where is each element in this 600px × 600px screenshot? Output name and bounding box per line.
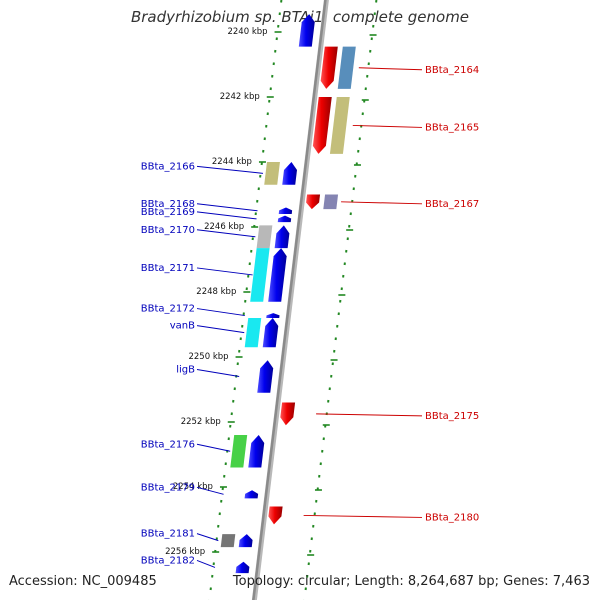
- tick-label: 2256 kbp: [165, 547, 205, 557]
- gene-label: BBta_2175: [425, 411, 479, 422]
- gene-leader: [303, 514, 423, 518]
- gene-leader: [196, 369, 240, 377]
- gene-label: BBta_2180: [425, 512, 479, 523]
- gene-arrow[interactable]: [306, 194, 321, 210]
- cog-box: [244, 318, 262, 348]
- gene-leader: [196, 559, 216, 568]
- gene-label: BBta_2172: [141, 304, 195, 315]
- cog-box: [337, 46, 356, 89]
- gene-arrow[interactable]: [298, 14, 315, 47]
- cog-box: [264, 162, 280, 185]
- gene-label: vanB: [170, 321, 195, 332]
- gene-label: BBta_2182: [141, 555, 195, 566]
- gene-leader: [196, 165, 264, 174]
- gene-label: BBta_2166: [141, 161, 195, 172]
- gene-leader: [196, 229, 256, 238]
- tick-label: 2250 kbp: [188, 352, 228, 362]
- gene-arrow[interactable]: [262, 318, 279, 348]
- gene-leader: [196, 533, 219, 542]
- gene-arrow[interactable]: [257, 360, 274, 393]
- gene-leader: [352, 124, 423, 128]
- tick-label: 2248 kbp: [196, 287, 236, 297]
- gene-label: BBta_2167: [425, 199, 479, 210]
- gene-arrow[interactable]: [244, 490, 259, 499]
- gene-leader: [358, 67, 423, 71]
- gene-arrow[interactable]: [277, 215, 292, 223]
- gene-label: BBta_2176: [141, 439, 195, 450]
- tick-label: 2252 kbp: [181, 417, 221, 427]
- gene-label: BBta_2165: [425, 122, 479, 133]
- gene-label: BBta_2179: [141, 482, 195, 493]
- cog-box: [250, 248, 270, 302]
- gene-leader: [196, 308, 245, 317]
- gene-leader: [196, 211, 257, 220]
- gene-leader: [341, 201, 423, 205]
- cog-box: [256, 225, 273, 249]
- gene-label: BBta_2181: [141, 529, 195, 540]
- tick-label: 2254 kbp: [173, 482, 213, 492]
- backbone-layer: [251, 0, 329, 600]
- gene-label: BBta_2164: [425, 65, 479, 76]
- gene-arrow[interactable]: [266, 313, 280, 318]
- gene-label: ligB: [176, 365, 195, 376]
- cog-box: [323, 194, 339, 210]
- cog-box: [329, 97, 350, 154]
- gene-arrow[interactable]: [268, 506, 283, 525]
- gene-layer[interactable]: [220, 14, 356, 574]
- accession-label: Accession: NC_009485: [9, 574, 157, 589]
- gene-arrow[interactable]: [312, 97, 332, 154]
- tick-label: 2240 kbp: [227, 27, 267, 37]
- genome-summary: Topology: circular; Length: 8,264,687 bp…: [232, 574, 590, 589]
- gene-arrow[interactable]: [278, 207, 293, 215]
- cog-box: [220, 534, 236, 548]
- gene-arrow[interactable]: [238, 534, 253, 548]
- gene-label: BBta_2170: [141, 225, 195, 236]
- tick-label: 2246 kbp: [204, 222, 244, 232]
- gene-label: BBta_2168: [141, 199, 195, 210]
- backbone-line: [252, 0, 327, 600]
- gene-arrow[interactable]: [320, 46, 338, 89]
- map-title: Bradyrhizobium sp. BTAi1, complete genom…: [130, 8, 470, 26]
- gene-leader: [316, 413, 423, 417]
- cog-box: [230, 435, 248, 468]
- gene-arrow[interactable]: [248, 435, 265, 468]
- gene-label: BBta_2171: [141, 263, 195, 274]
- gene-leader: [196, 325, 245, 334]
- label-layer: 2240 kbp 2242 kbp 2244 kbp 2246 kbp 2248 kbp…: [141, 27, 479, 568]
- tick-label: 2242 kbp: [220, 92, 260, 102]
- gene-leader: [196, 486, 224, 495]
- gene-label: BBta_2169: [141, 207, 195, 218]
- gene-arrow[interactable]: [268, 248, 287, 302]
- tick-label: 2244 kbp: [212, 157, 252, 167]
- gene-arrow[interactable]: [282, 162, 297, 185]
- gene-arrow[interactable]: [274, 225, 290, 249]
- gene-leader: [196, 267, 253, 276]
- gene-arrow[interactable]: [235, 561, 250, 574]
- gene-leader: [196, 443, 231, 452]
- gene-arrow[interactable]: [280, 402, 296, 426]
- gene-leader: [196, 203, 258, 212]
